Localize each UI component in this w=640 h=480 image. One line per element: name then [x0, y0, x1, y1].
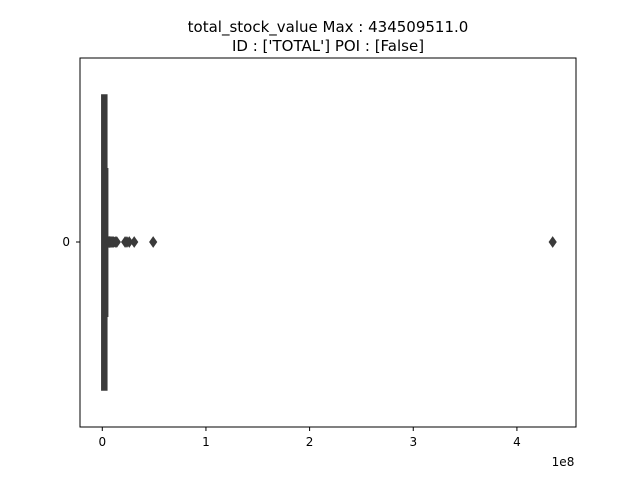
outlier-point-8 — [112, 236, 121, 248]
outlier-point-12 — [130, 236, 139, 248]
chart-title-line-1: total_stock_value Max : 434509511.0 — [188, 18, 469, 37]
x-tick-label-0: 0 — [98, 435, 106, 449]
chart-title-line-2: ID : ['TOTAL'] POI : [False] — [232, 37, 424, 55]
y-axis: 0 — [62, 235, 80, 249]
plot-area — [101, 94, 557, 391]
outlier-point-14 — [548, 236, 557, 248]
y-tick-label-0: 0 — [62, 235, 70, 249]
x-tick-label-2: 2 — [306, 435, 314, 449]
x-tick-label-4: 4 — [513, 435, 521, 449]
x-axis: 0 1 2 3 4 — [98, 427, 521, 449]
outlier-point-13 — [149, 236, 158, 248]
x-tick-label-3: 3 — [409, 435, 417, 449]
x-tick-label-1: 1 — [202, 435, 210, 449]
x-axis-offset-label: 1e8 — [552, 455, 575, 469]
